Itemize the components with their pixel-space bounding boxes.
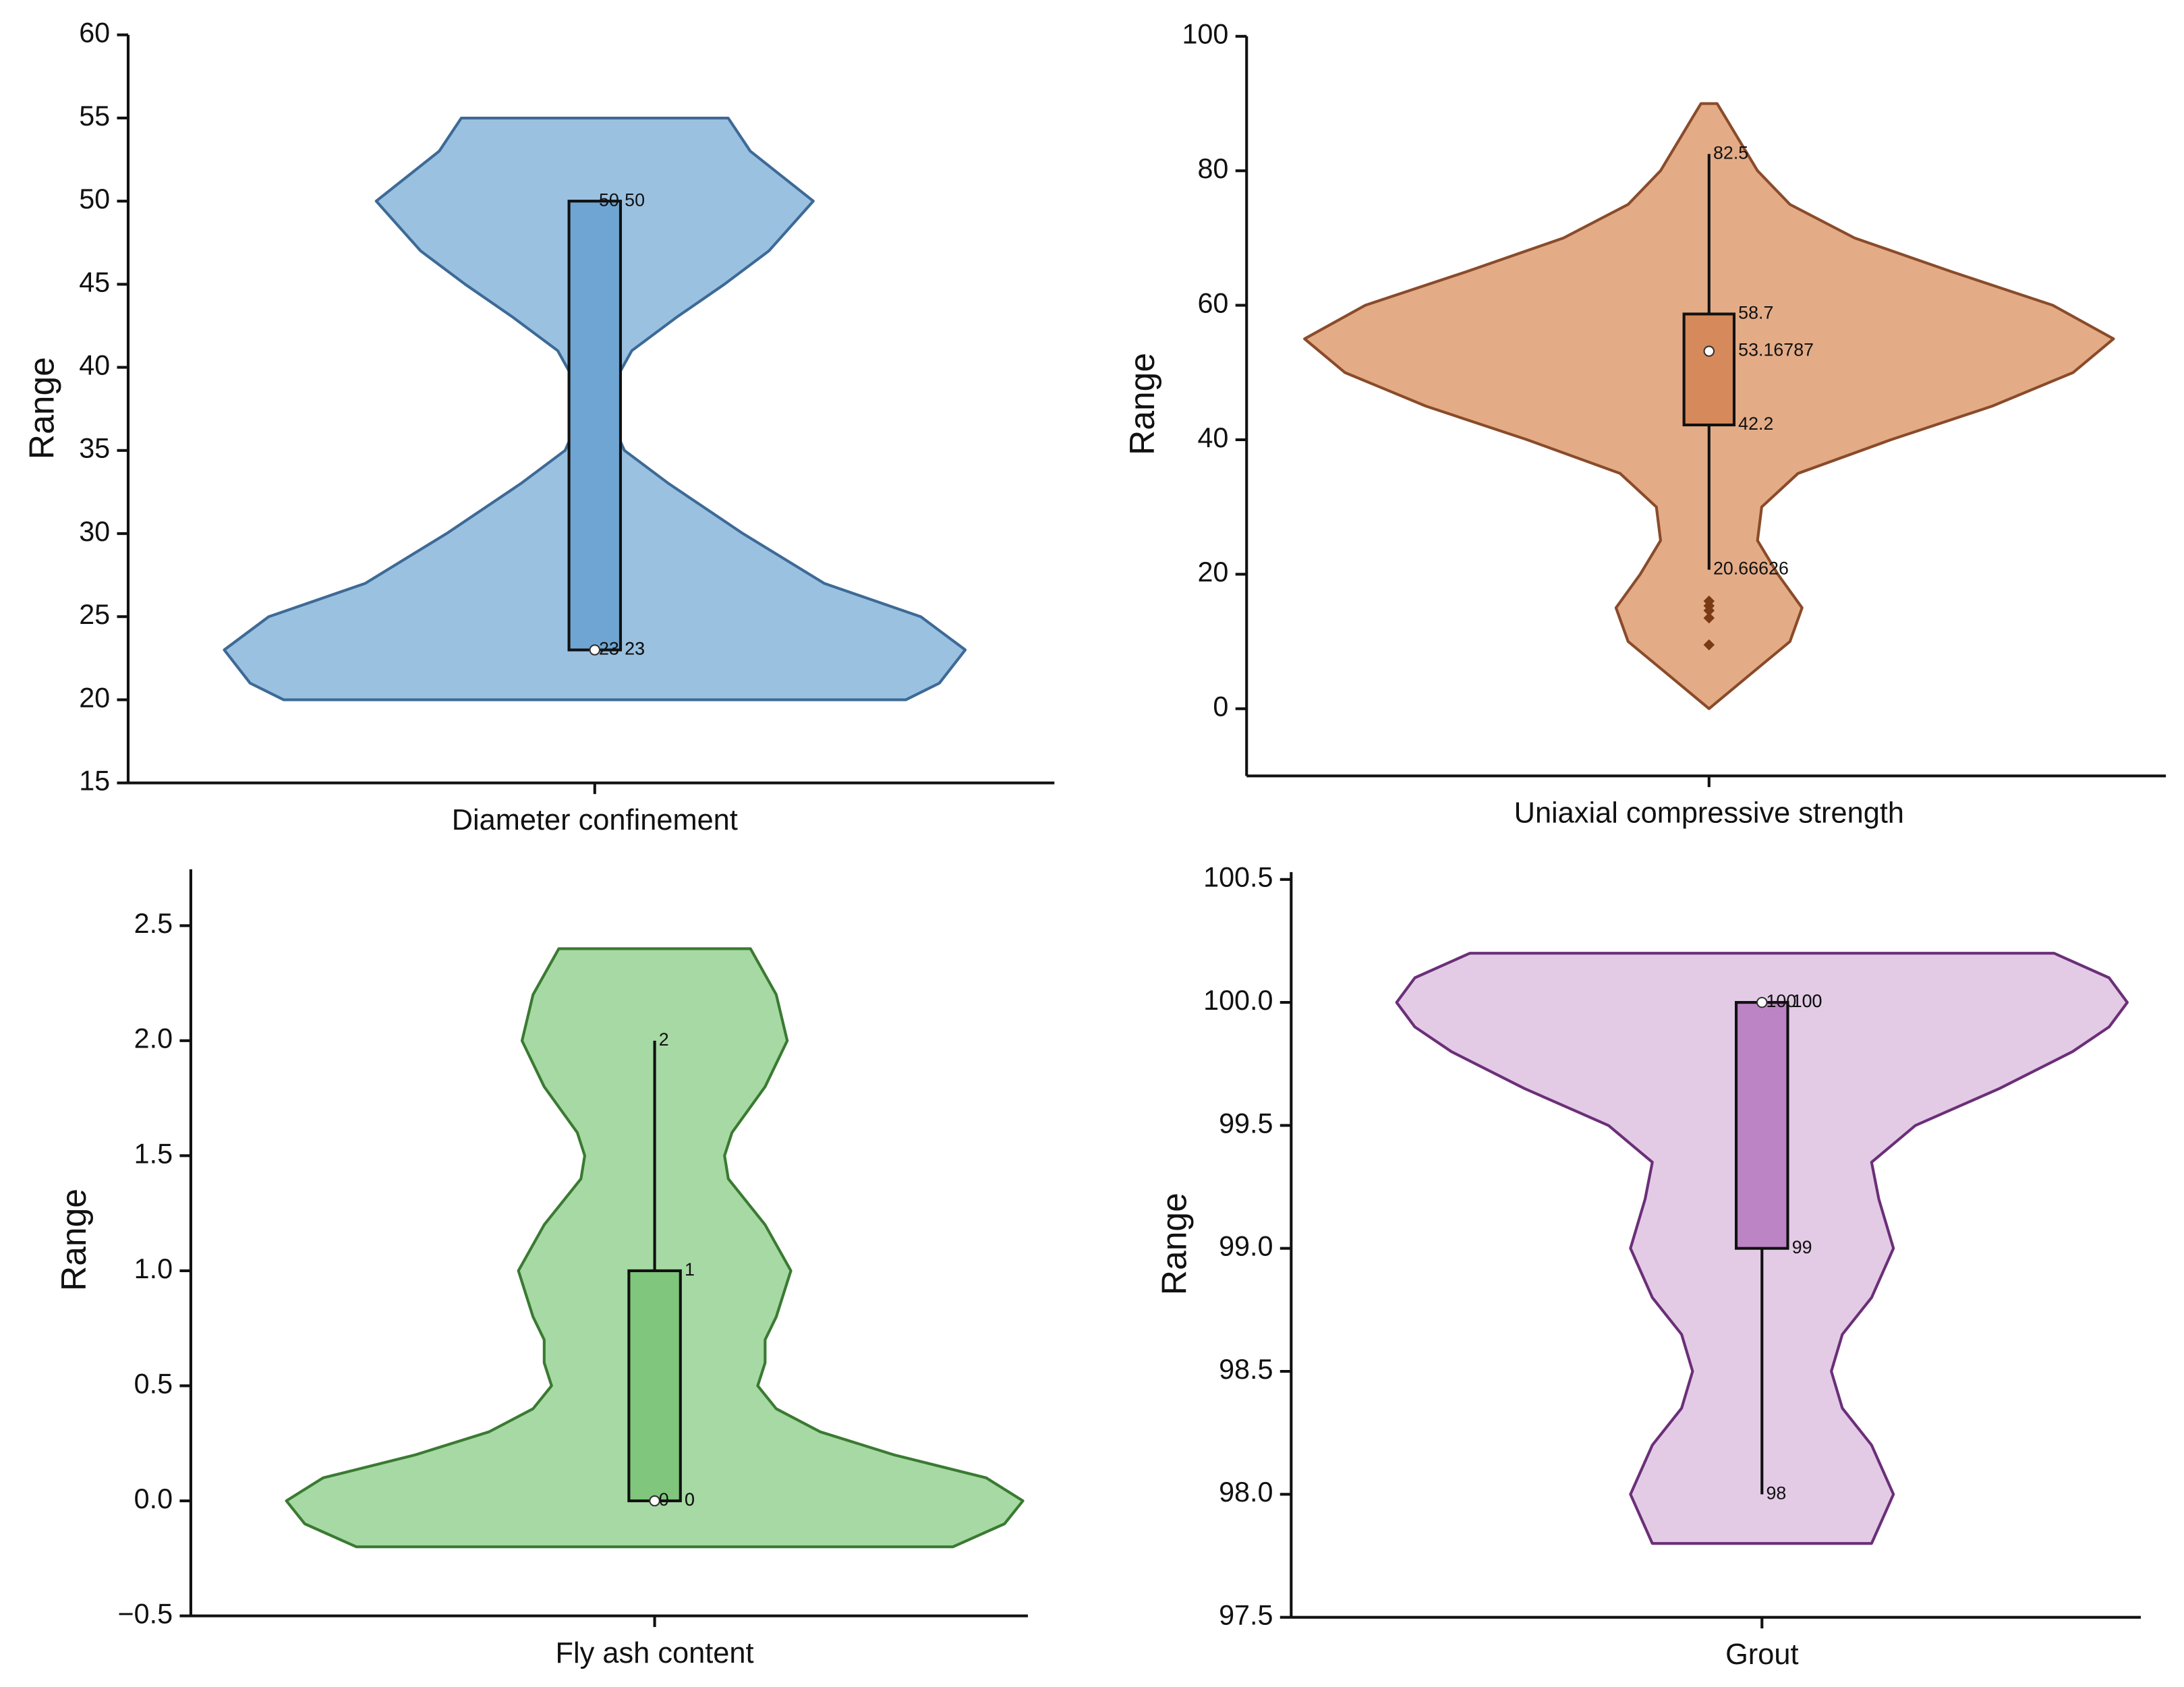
box-label: 20.66626	[1713, 559, 1789, 579]
box-label: 0	[685, 1489, 695, 1510]
box-label: 50	[625, 190, 645, 210]
box-label: 53.16787	[1738, 340, 1814, 360]
y-tick-label: 45	[79, 266, 110, 297]
box-label: 100	[1792, 991, 1822, 1011]
y-tick-label: 40	[79, 350, 110, 381]
y-tick-label: 1.5	[134, 1138, 173, 1169]
box-label: 23	[599, 639, 619, 659]
x-axis-label: Fly ash content	[556, 1637, 754, 1669]
y-tick-label: 1.0	[134, 1253, 173, 1284]
y-tick-label: 15	[79, 766, 110, 797]
y-tick-label: 60	[79, 18, 110, 49]
y-tick-label: 55	[79, 101, 110, 132]
box-label: 2	[659, 1029, 669, 1050]
box-label: 23	[625, 639, 645, 659]
box-label: 50	[599, 190, 619, 210]
median	[1703, 345, 1715, 357]
box-label: 98	[1766, 1483, 1786, 1503]
median	[589, 644, 601, 656]
box-label: 42.2	[1738, 413, 1773, 434]
x-axis-label: Grout	[1725, 1638, 1798, 1671]
y-tick-label: 98.5	[1219, 1354, 1273, 1385]
y-tick-label: 50	[79, 183, 110, 215]
box-label: 0	[659, 1489, 669, 1510]
box-label: 82.5	[1713, 142, 1748, 163]
y-tick-label: 20	[79, 682, 110, 713]
box-label: 23	[625, 639, 645, 659]
box-label: 100	[1766, 991, 1796, 1011]
median	[649, 1495, 660, 1507]
y-tick-label: 80	[1197, 153, 1228, 184]
y-tick-label: −0.5	[118, 1598, 173, 1629]
y-tick-label: 25	[79, 599, 110, 630]
box	[1682, 312, 1736, 427]
y-tick-label: 100	[1182, 19, 1228, 50]
y-tick-label: 98.0	[1219, 1477, 1273, 1508]
y-tick-label: 0.5	[134, 1368, 173, 1399]
y-tick-label: 0	[1213, 691, 1228, 722]
y-tick-label: 40	[1197, 422, 1228, 453]
box	[627, 1269, 682, 1503]
box-label: 1	[685, 1259, 695, 1280]
outlier	[1703, 604, 1715, 617]
outlier	[1703, 639, 1715, 651]
y-axis-label: Range	[22, 357, 61, 459]
y-tick-label: 99.0	[1219, 1231, 1273, 1262]
box-label: 0	[685, 1489, 695, 1510]
y-tick-label: 97.5	[1219, 1600, 1273, 1631]
median	[1756, 996, 1768, 1008]
box-label: 58.7	[1738, 303, 1773, 323]
y-tick-label: 100.0	[1203, 985, 1273, 1016]
box-label: 99	[1792, 1237, 1812, 1257]
y-tick-label: 100.5	[1203, 862, 1273, 893]
y-tick-label: 99.5	[1219, 1108, 1273, 1139]
y-tick-label: 35	[79, 433, 110, 464]
y-axis-label: Range	[1155, 1193, 1194, 1295]
x-axis-label: Uniaxial compressive strength	[1514, 797, 1904, 830]
y-tick-label: 2.0	[134, 1023, 173, 1054]
y-tick-label: 20	[1197, 556, 1228, 588]
box	[567, 200, 623, 652]
outlier	[1703, 612, 1715, 624]
y-tick-label: 60	[1197, 287, 1228, 318]
x-axis-label: Diameter confinement	[452, 804, 738, 836]
y-tick-label: 2.5	[134, 908, 173, 939]
box	[1735, 1001, 1789, 1250]
y-tick-label: 0.0	[134, 1483, 173, 1514]
y-axis-label: Range	[54, 1189, 93, 1291]
y-tick-label: 30	[79, 516, 110, 547]
y-axis-label: Range	[1122, 353, 1161, 455]
box-label: 100	[1792, 991, 1822, 1011]
